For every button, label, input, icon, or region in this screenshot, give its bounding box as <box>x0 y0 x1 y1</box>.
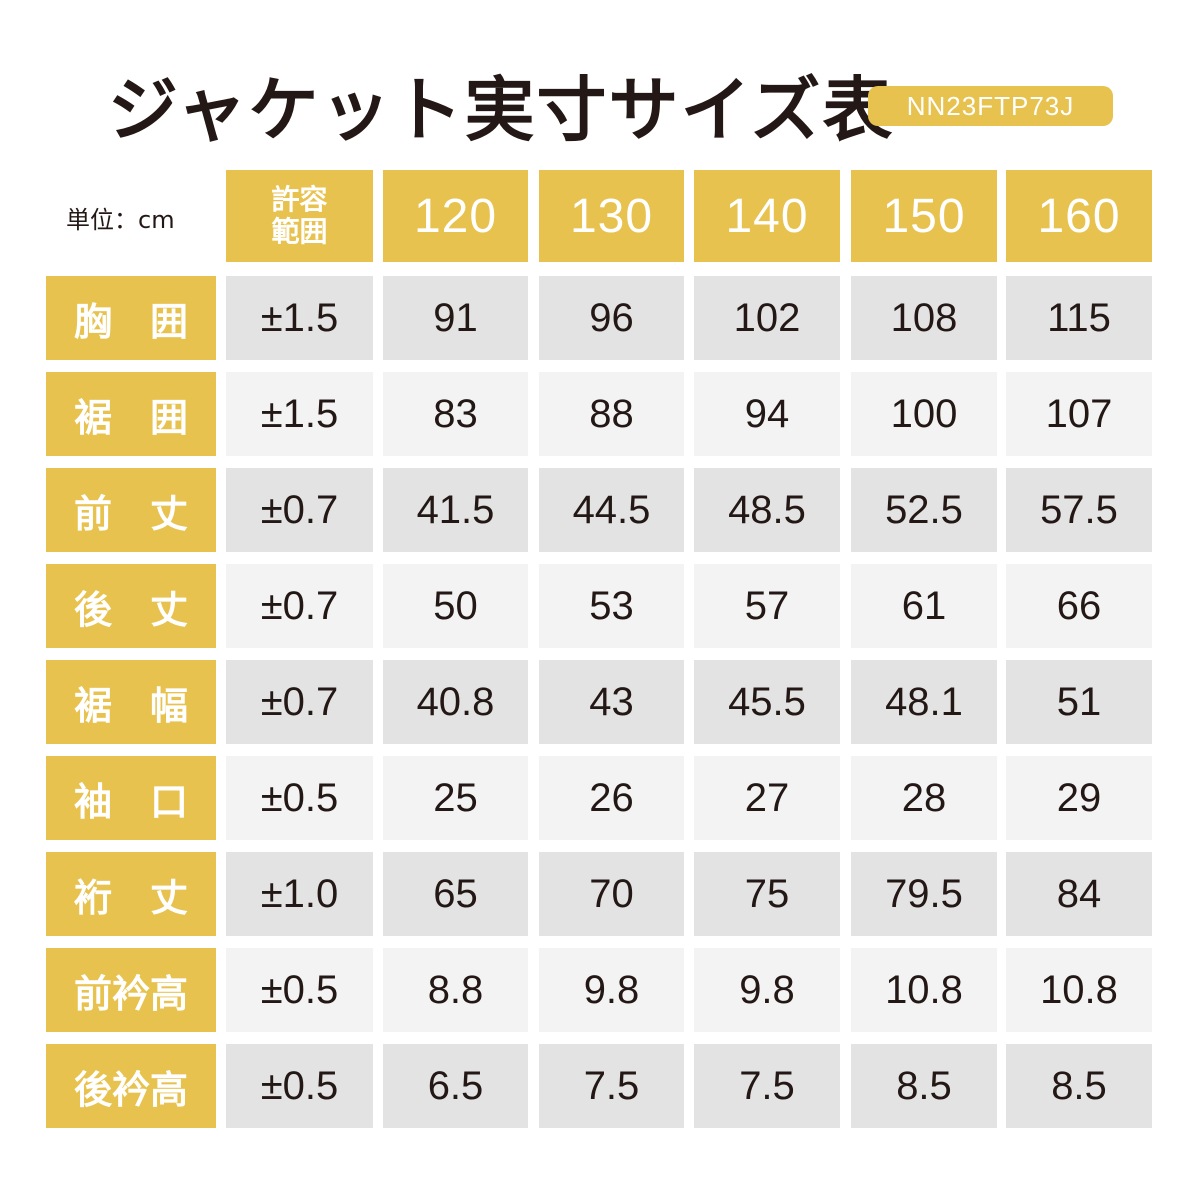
header-size-label: 120 <box>413 189 498 243</box>
header-size-cell: 150 <box>851 170 997 262</box>
row-label: 胸 囲 <box>46 276 216 360</box>
value-cell: 84 <box>1006 852 1152 936</box>
value-cell: 48.1 <box>851 660 997 744</box>
page-title: ジャケット実寸サイズ表 <box>108 69 895 151</box>
product-code-badge: NN23FTP73J <box>868 86 1113 126</box>
value-cell: 10.8 <box>1006 948 1152 1032</box>
value-cell: 8.5 <box>851 1044 997 1128</box>
value-cell: 115 <box>1006 276 1152 360</box>
value-cell: 66 <box>1006 564 1152 648</box>
tolerance-cell: ±1.0 <box>226 852 373 936</box>
value-cell: 45.5 <box>694 660 840 744</box>
row-label: 後 丈 <box>46 564 216 648</box>
tolerance-cell: ±0.5 <box>226 756 373 840</box>
value-cell: 28 <box>851 756 997 840</box>
value-cell: 40.8 <box>383 660 528 744</box>
value-cell: 6.5 <box>383 1044 528 1128</box>
value-cell: 108 <box>851 276 997 360</box>
header-size-cell: 140 <box>694 170 840 262</box>
value-cell: 9.8 <box>539 948 684 1032</box>
value-cell: 7.5 <box>694 1044 840 1128</box>
header-size-label: 160 <box>1037 189 1121 243</box>
value-cell: 61 <box>851 564 997 648</box>
value-cell: 8.5 <box>1006 1044 1152 1128</box>
header-size-cell: 160 <box>1006 170 1152 262</box>
value-cell: 27 <box>694 756 840 840</box>
value-cell: 9.8 <box>694 948 840 1032</box>
value-cell: 50 <box>383 564 528 648</box>
value-cell: 57 <box>694 564 840 648</box>
tolerance-cell: ±0.5 <box>226 1044 373 1128</box>
value-cell: 29 <box>1006 756 1152 840</box>
tolerance-cell: ±0.5 <box>226 948 373 1032</box>
value-cell: 7.5 <box>539 1044 684 1128</box>
value-cell: 41.5 <box>383 468 528 552</box>
unit-label: 単位：cm <box>66 206 175 234</box>
row-label: 裄 丈 <box>46 852 216 936</box>
value-cell: 75 <box>694 852 840 936</box>
header-size-label: 140 <box>725 189 809 243</box>
header-tolerance-cell: 許容 範囲 <box>226 170 373 262</box>
value-cell: 79.5 <box>851 852 997 936</box>
value-cell: 53 <box>539 564 684 648</box>
tolerance-cell: ±1.5 <box>226 276 373 360</box>
value-cell: 102 <box>694 276 840 360</box>
value-cell: 10.8 <box>851 948 997 1032</box>
value-cell: 51 <box>1006 660 1152 744</box>
value-cell: 65 <box>383 852 528 936</box>
row-label: 前 丈 <box>46 468 216 552</box>
value-cell: 26 <box>539 756 684 840</box>
value-cell: 83 <box>383 372 528 456</box>
row-label: 裾 囲 <box>46 372 216 456</box>
value-cell: 57.5 <box>1006 468 1152 552</box>
value-cell: 70 <box>539 852 684 936</box>
value-cell: 96 <box>539 276 684 360</box>
value-cell: 88 <box>539 372 684 456</box>
value-cell: 48.5 <box>694 468 840 552</box>
value-cell: 107 <box>1006 372 1152 456</box>
value-cell: 43 <box>539 660 684 744</box>
value-cell: 91 <box>383 276 528 360</box>
value-cell: 94 <box>694 372 840 456</box>
header-size-label: 130 <box>569 189 654 243</box>
row-label: 裾 幅 <box>46 660 216 744</box>
value-cell: 8.8 <box>383 948 528 1032</box>
header-size-cell: 130 <box>539 170 684 262</box>
value-cell: 52.5 <box>851 468 997 552</box>
value-cell: 100 <box>851 372 997 456</box>
tolerance-cell: ±1.5 <box>226 372 373 456</box>
row-label: 袖 口 <box>46 756 216 840</box>
tolerance-cell: ±0.7 <box>226 660 373 744</box>
header-size-cell: 120 <box>383 170 528 262</box>
header-size-label: 150 <box>882 189 966 243</box>
value-cell: 44.5 <box>539 468 684 552</box>
tolerance-cell: ±0.7 <box>226 468 373 552</box>
value-cell: 25 <box>383 756 528 840</box>
row-label: 前衿高 <box>46 948 216 1032</box>
row-label: 後衿高 <box>46 1044 216 1128</box>
tolerance-cell: ±0.7 <box>226 564 373 648</box>
header-tolerance-label: 許容 範囲 <box>271 183 328 248</box>
